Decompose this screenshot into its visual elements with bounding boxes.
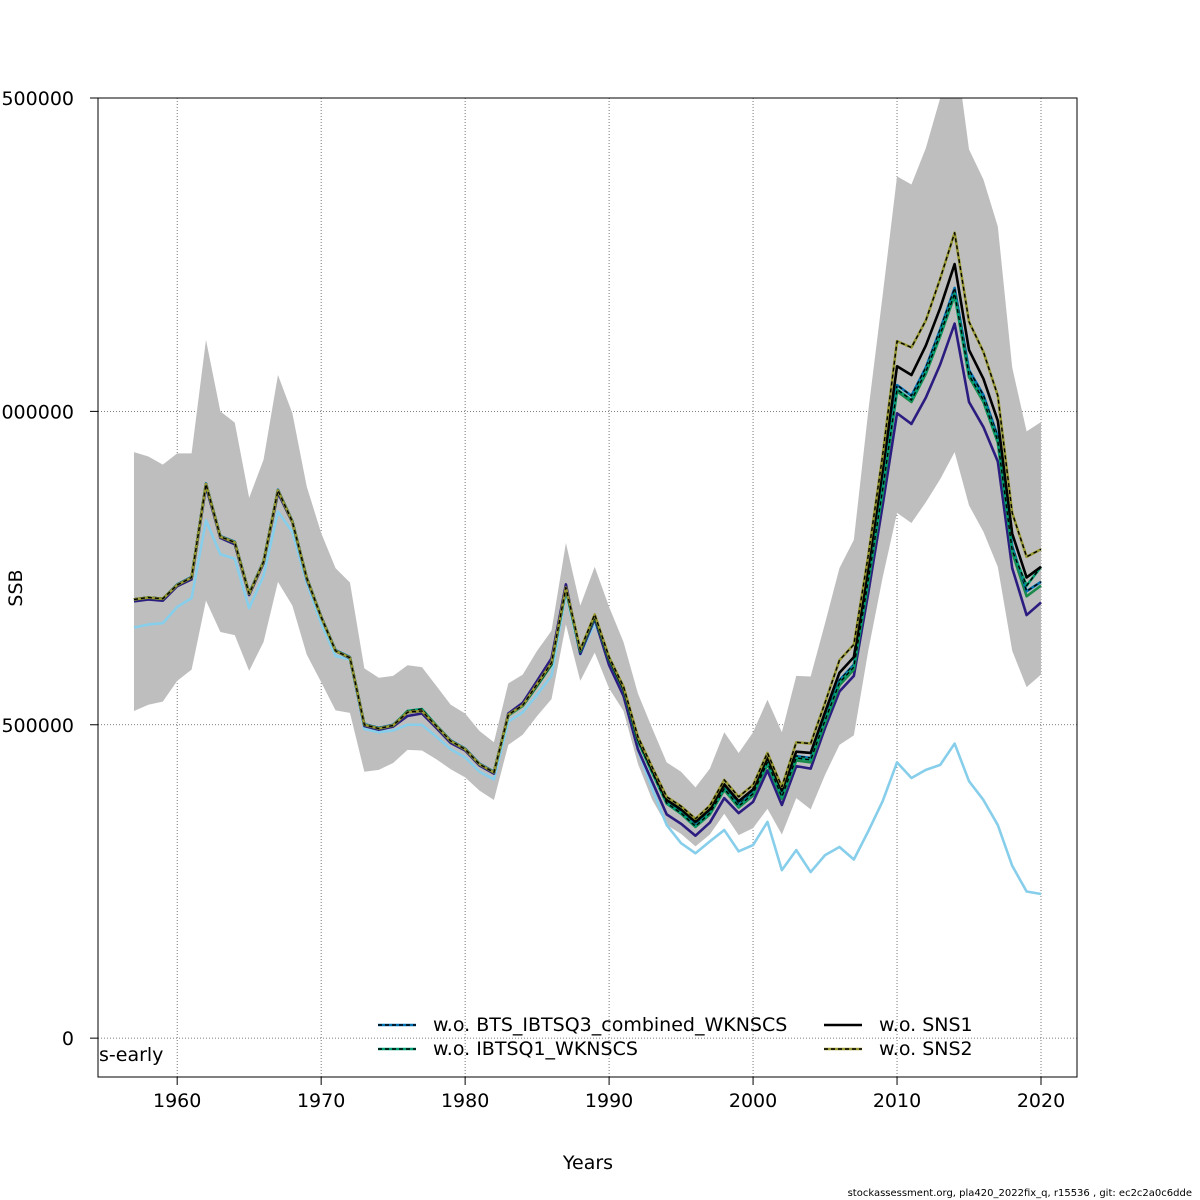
y-tick-label: 0 bbox=[62, 1028, 74, 1050]
series-layer bbox=[133, 231, 1043, 896]
y-tick-label: 1000000 bbox=[0, 401, 74, 423]
x-tick-label: 2010 bbox=[873, 1090, 921, 1112]
x-tick-label: 2000 bbox=[729, 1090, 777, 1112]
confidence-band bbox=[133, 98, 1042, 847]
x-tick-label: 1990 bbox=[585, 1090, 633, 1112]
legend-label: w.o. BTS_IBTSQ3_combined_WKNSCS bbox=[433, 1014, 787, 1036]
y-tick-label: 500000 bbox=[1, 715, 74, 737]
corner-label: s-early bbox=[99, 1044, 163, 1066]
y-tick-label: 1500000 bbox=[0, 88, 74, 110]
legend-label: w.o. IBTSQ1_WKNSCS bbox=[433, 1038, 638, 1060]
series-line-7-dash bbox=[133, 232, 1042, 820]
x-tick-label: 1970 bbox=[297, 1090, 345, 1112]
x-tick-label: 1960 bbox=[153, 1090, 201, 1112]
x-tick-label: 1980 bbox=[441, 1090, 489, 1112]
confidence-band-layer bbox=[133, 98, 1042, 847]
y-axis-title: SSB bbox=[5, 569, 27, 606]
legend-label: w.o. SNS1 bbox=[879, 1014, 973, 1036]
legend-label: w.o. SNS2 bbox=[879, 1038, 973, 1060]
footer-credit: stockassessment.org, pla420_2022fix_q, r… bbox=[848, 1188, 1192, 1199]
x-axis-title: Years bbox=[562, 1152, 613, 1174]
x-tick-label: 2020 bbox=[1017, 1090, 1065, 1112]
y-axis: 0 500000 1000000 1500000 bbox=[0, 88, 98, 1050]
plot-frame bbox=[97, 97, 1078, 1078]
x-axis: 1960 1970 1980 1990 2000 2010 2020 bbox=[153, 1077, 1065, 1112]
